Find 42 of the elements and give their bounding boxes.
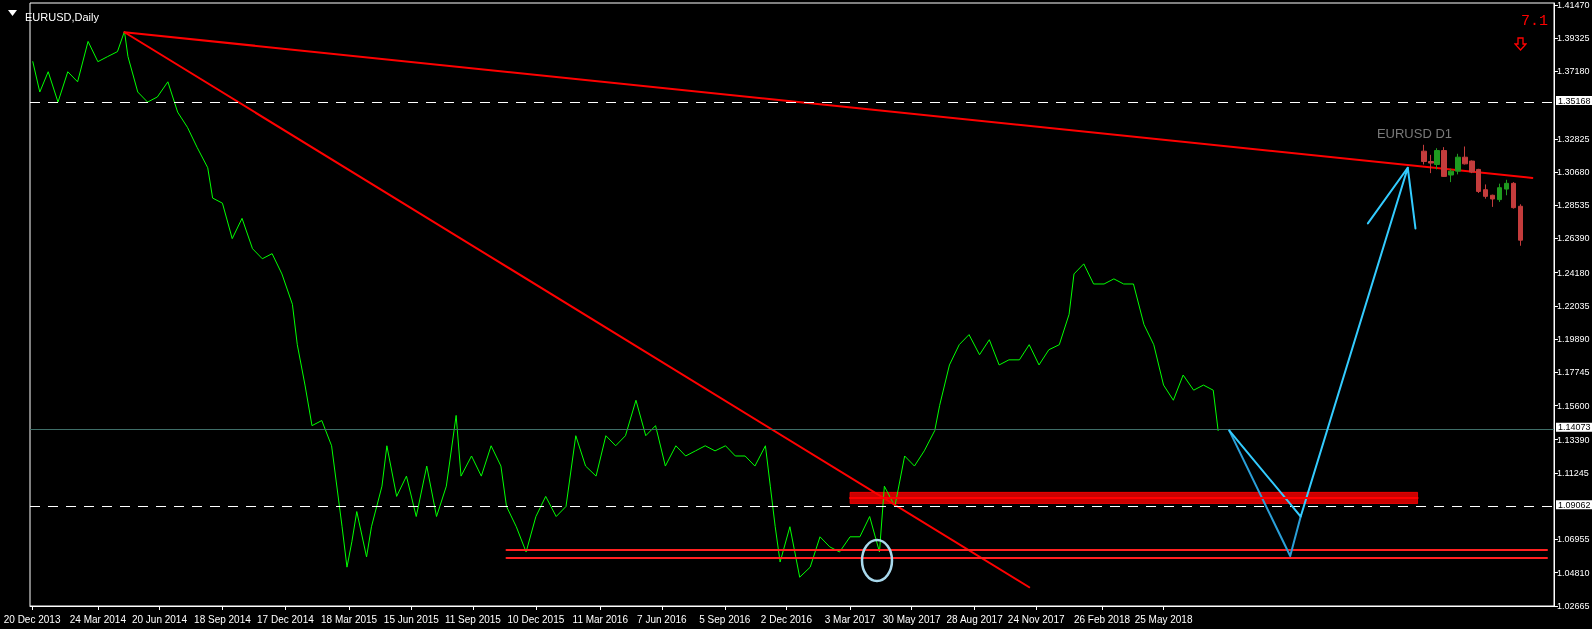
y-tick-label: 1.32825 [1557, 133, 1590, 144]
y-tick-label: 1.04810 [1557, 567, 1590, 578]
y-tick-label: 1.11245 [1557, 467, 1589, 478]
y-tick-label: 1.19890 [1557, 334, 1590, 345]
y-tick-label: 1.15600 [1557, 400, 1590, 411]
x-tick-label: 28 Aug 2017 [946, 613, 1004, 625]
y-tick-label: 1.17745 [1557, 367, 1590, 378]
annotation: EURUSD D1 [1376, 126, 1452, 141]
x-tick-label: 2 Dec 2016 [760, 613, 813, 625]
x-tick-label: 11 Mar 2016 [572, 613, 629, 625]
x-tick-label: 5 Sep 2016 [699, 613, 751, 625]
text: EURUSD,Daily [25, 10, 100, 23]
x-tick-label: 30 May 2017 [882, 613, 941, 625]
x-tick-label: 24 Mar 2014 [69, 613, 127, 625]
x-tick-label: 11 Sep 2015 [444, 613, 502, 625]
y-tick-label: 1.06955 [1557, 534, 1590, 545]
y-tick-label: 1.26390 [1557, 233, 1590, 244]
x-tick-label: 25 May 2018 [1134, 613, 1193, 625]
x-tick-label: 18 Mar 2015 [321, 613, 378, 625]
y-tick-label: 1.39325 [1557, 33, 1590, 44]
y-tick-label: 1.13390 [1557, 434, 1590, 445]
ref-line-label: 1.14073 [1558, 422, 1591, 433]
x-tick-label: 7 Jun 2016 [637, 613, 688, 625]
x-tick-label: 20 Dec 2013 [3, 613, 61, 625]
y-tick-label: 1.28535 [1557, 200, 1590, 211]
x-tick-label: 26 Feb 2018 [1073, 613, 1131, 625]
ref-line-label: 1.09062 [1558, 499, 1591, 510]
y-tick-label: 1.30680 [1557, 167, 1590, 178]
x-tick-label: 15 Jun 2015 [383, 613, 440, 625]
x-tick-label: 18 Sep 2014 [194, 613, 252, 625]
x-tick-label: 20 Jun 2014 [131, 613, 188, 625]
x-tick-label: 3 Mar 2017 [824, 613, 876, 625]
y-tick-label: 1.41470 [1557, 0, 1590, 11]
annotation: 7.1 [1521, 13, 1549, 30]
x-tick-label: 24 Nov 2017 [1007, 613, 1065, 625]
y-tick-label: 1.22035 [1557, 300, 1590, 311]
ref-line-label: 1.35168 [1558, 95, 1591, 106]
y-tick-label: 1.24180 [1557, 267, 1590, 278]
y-tick-label: 1.37180 [1557, 66, 1590, 77]
x-tick-label: 10 Dec 2015 [507, 613, 565, 625]
x-tick-label: 17 Dec 2014 [257, 613, 315, 625]
y-tick-label: 1.02665 [1557, 600, 1590, 611]
